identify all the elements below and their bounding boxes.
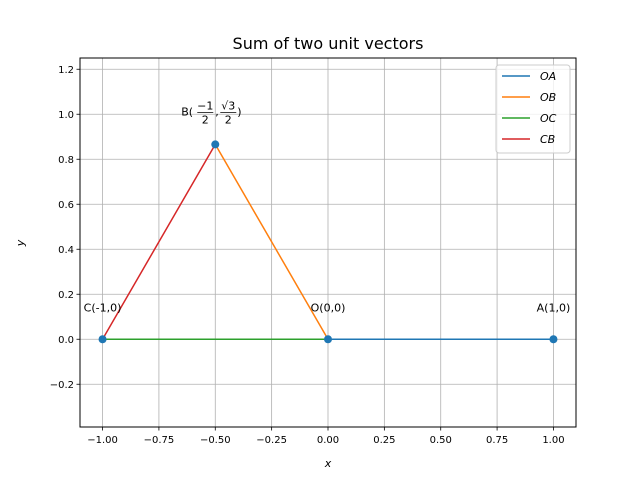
y-tick-label: 1.0 [58,110,74,121]
point-label-b: B(−12, √32) [181,99,241,126]
point-label-b-den1: 2 [202,113,209,126]
x-tick-label: 0.75 [486,435,508,446]
point-label-o: O(0,0) [311,301,346,314]
point-marker-b [211,140,220,149]
legend-label-oa: OA [540,70,556,83]
legend: OA OB OC CB [495,64,571,154]
x-tick-label: −0.50 [200,435,231,446]
point-labels: A(1,0)B(−12, √32)C(-1,0) O(0,0) [84,99,571,314]
y-tick-label: 0.2 [58,290,74,301]
series-line-cb [101,144,216,340]
series-line-ob [214,144,329,340]
y-tick-label: −0.2 [50,380,74,391]
y-axis-label: y [14,239,27,247]
y-tick-label: 0.4 [58,245,74,256]
x-tick-label: −1.00 [87,435,118,446]
x-tick-label: 1.00 [542,435,564,446]
chart-title: Sum of two unit vectors [233,34,424,53]
x-tick-label: 0.50 [430,435,452,446]
x-tick-label: −0.25 [256,435,287,446]
point-marker-a [549,335,558,344]
point-label-b-sep: , [215,105,219,118]
x-tick-label: −0.75 [144,435,175,446]
y-tick-label: 1.2 [58,65,74,76]
point-label-c: C(-1,0) [84,301,122,314]
point-label-a: A(1,0) [537,301,571,314]
axis-ticks: −1.00 −0.75 −0.50 −0.25 0.00 0.25 0.50 0.75 1.00… [50,65,565,446]
legend-box [495,64,571,154]
point-marker-o [324,335,332,344]
point-label-b-num1: −1 [197,99,213,112]
point-label-b-suffix: ) [237,105,241,118]
x-tick-label: 0.25 [373,435,395,446]
point-label-b-den2: 2 [225,113,232,126]
y-tick-label: 0.6 [58,200,74,211]
data-points [98,140,558,344]
point-label-b-prefix: B( [181,105,193,118]
y-tick-label: 0.8 [58,155,74,166]
point-label-b-num2: √3 [221,99,235,112]
x-axis-label: x [324,457,332,470]
legend-label-cb: CB [540,133,555,146]
point-marker-c [98,335,107,344]
series-lines [101,144,554,340]
x-tick-label: 0.00 [317,435,339,446]
legend-label-oc: OC [540,112,557,125]
y-tick-label: 0.0 [58,335,74,346]
legend-label-ob: OB [540,91,556,104]
